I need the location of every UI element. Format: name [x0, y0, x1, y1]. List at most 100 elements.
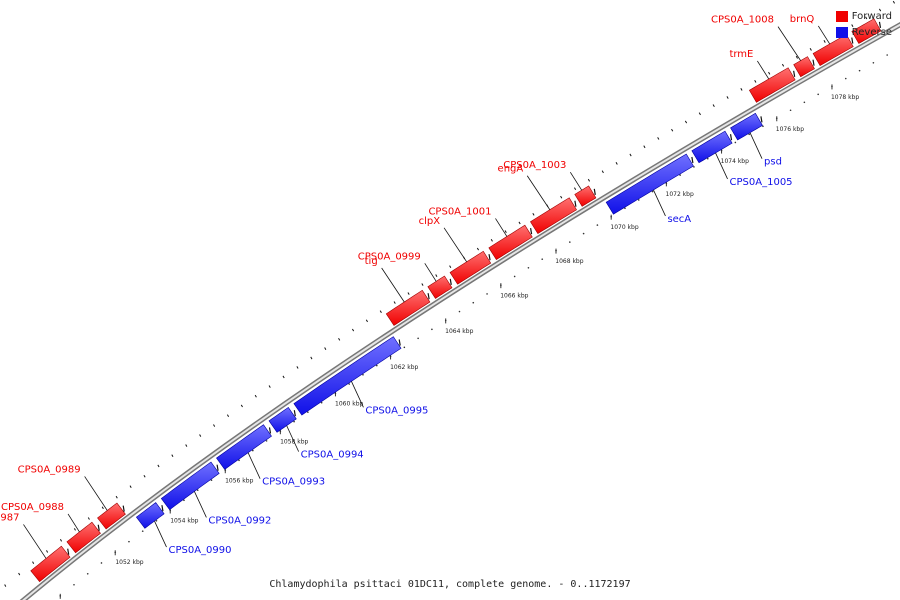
minor-tick-top — [282, 375, 285, 379]
minor-tick-dot — [693, 166, 695, 168]
minor-tick-dot — [582, 232, 585, 235]
ruler-tick-label: 1076 kbp — [776, 126, 804, 133]
minor-tick-top — [809, 47, 812, 51]
gene-label: CPS0A_0992 — [208, 515, 271, 526]
gene-CPS0A_0999[interactable] — [427, 275, 453, 299]
gene-gap-tick — [729, 134, 733, 141]
gene-gap-tick — [529, 228, 533, 235]
minor-tick-dot — [706, 157, 709, 160]
leader-line — [154, 520, 167, 548]
gene-tig[interactable] — [385, 289, 431, 326]
gene-CPS0A_0993[interactable] — [216, 424, 272, 470]
legend-label-forward: Forward — [851, 10, 892, 22]
minor-tick-top — [851, 24, 854, 28]
leader-line — [715, 152, 728, 180]
minor-tick-top — [865, 16, 868, 20]
minor-tick-dot — [238, 459, 240, 462]
minor-tick-dot — [100, 562, 103, 564]
ruler-tick-label: 1062 kbp — [390, 364, 418, 371]
ruler-tick-label: 1070 kbp — [610, 224, 638, 231]
gene-CPS0A_1005[interactable] — [691, 130, 733, 164]
minor-tick-top — [892, 0, 895, 4]
minor-tick-dot — [362, 373, 364, 376]
gene-gap-tick — [574, 200, 577, 207]
minor-tick-top — [684, 120, 688, 124]
gene-gap-tick — [216, 464, 219, 471]
minor-tick-dot — [417, 337, 419, 340]
gene-label: CPS0A_0999 — [358, 251, 421, 262]
gene-trmE[interactable] — [748, 67, 796, 103]
ruler-tick-label: 1052 kbp — [115, 559, 143, 566]
minor-tick-dot — [541, 258, 544, 260]
minor-tick-top — [671, 128, 674, 132]
genome-caption: Chlamydophila psittaci 01DC11, complete … — [269, 579, 631, 590]
gene-gap-tick — [67, 548, 70, 555]
gene-gap-tick — [878, 21, 882, 28]
minor-tick-top — [768, 71, 771, 75]
minor-tick-top — [46, 550, 49, 553]
minor-tick-top — [101, 506, 104, 510]
leader-line — [443, 227, 468, 263]
gene-CPS0A_0990[interactable] — [135, 502, 165, 529]
leader-line — [749, 132, 763, 159]
leader-line — [351, 381, 364, 408]
gene-CPS0A_0995[interactable] — [293, 336, 402, 416]
gene-CPS0A_1003[interactable] — [574, 185, 597, 207]
minor-tick-dot — [348, 383, 351, 385]
minor-tick-top — [338, 337, 341, 341]
minor-tick-top — [518, 221, 521, 225]
gene-label: brnQ — [790, 14, 815, 25]
gene-gap-tick — [760, 116, 763, 123]
gene-psd[interactable] — [730, 112, 763, 141]
minor-tick-top — [351, 328, 355, 332]
gene-CPS0A_0987[interactable] — [30, 545, 71, 583]
minor-tick-top — [87, 517, 90, 520]
minor-tick-top — [878, 8, 882, 12]
minor-tick-dot — [872, 62, 875, 64]
minor-tick-top — [171, 454, 174, 458]
minor-tick-top — [157, 464, 160, 468]
minor-tick-top — [795, 55, 798, 59]
minor-tick-top — [213, 424, 216, 427]
gene-CPS0A_0988[interactable] — [66, 521, 101, 554]
gene-secA[interactable] — [605, 153, 694, 215]
gene-label: CPS0A_0988 — [1, 502, 64, 513]
minor-tick-dot — [375, 364, 378, 367]
gene-gap-tick — [691, 156, 694, 164]
gene-label: clpX — [419, 216, 441, 227]
minor-tick-top — [73, 528, 76, 531]
gene-clpX[interactable] — [449, 250, 492, 285]
gene-CPS0A_1001[interactable] — [488, 224, 533, 261]
minor-tick-dot — [431, 328, 433, 331]
minor-tick-top — [18, 572, 21, 576]
minor-tick-dot — [252, 449, 254, 452]
minor-tick-top — [823, 40, 826, 43]
minor-tick-top — [226, 414, 230, 418]
gene-label: CPS0A_0990 — [168, 545, 231, 556]
minor-tick-dot — [748, 133, 750, 136]
minor-tick-dot — [651, 190, 654, 193]
minor-tick-dot — [307, 411, 309, 413]
gene-engA[interactable] — [530, 197, 577, 235]
gene-CPS0A_0989[interactable] — [97, 502, 126, 530]
gene-unnamed-20[interactable] — [851, 18, 882, 44]
backbone — [22, 23, 900, 600]
gene-CPS0A_1008[interactable] — [793, 56, 815, 78]
minor-tick-top — [532, 212, 535, 216]
minor-tick-top — [726, 96, 729, 99]
minor-tick-dot — [73, 583, 75, 586]
minor-tick-top — [698, 112, 701, 116]
gene-label: tig — [365, 256, 378, 267]
gene-gap-tick — [593, 188, 596, 195]
gene-CPS0A_0994[interactable] — [268, 407, 297, 433]
minor-tick-dot — [86, 572, 89, 575]
gene-label: CPS0A_0995 — [365, 405, 428, 416]
minor-tick-dot — [210, 479, 213, 481]
leader-line — [653, 189, 666, 217]
minor-tick-top — [587, 178, 591, 182]
minor-tick-top — [754, 79, 757, 83]
leader-line — [777, 26, 801, 61]
minor-tick-dot — [886, 54, 888, 56]
gene-CPS0A_0992[interactable] — [160, 461, 220, 511]
minor-tick-dot — [128, 540, 130, 543]
